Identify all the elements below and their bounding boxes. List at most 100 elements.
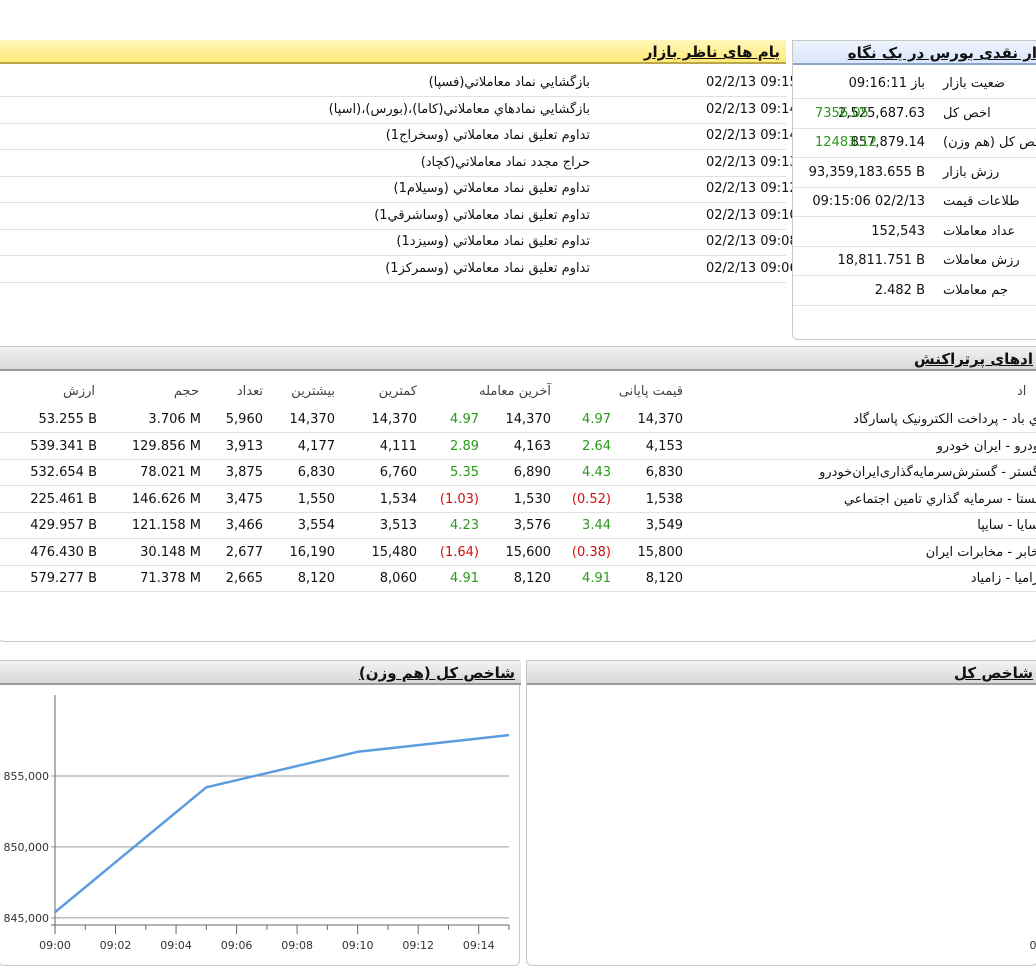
- market-glance-value: 18,811.751 B: [837, 253, 925, 268]
- top-symbol-name[interactable]: ودرو - ایران خودرو: [936, 438, 1036, 454]
- market-glance-value: 152,543: [871, 223, 925, 239]
- market-glance-panel: ار نقدی بورس در یک نگاه ضعیت بازار باز 09…: [792, 40, 1036, 340]
- row-divider: [0, 149, 786, 150]
- total-index-chart-title: شاخص کل: [954, 664, 1033, 682]
- top-symbol-row[interactable]: 539.341 B 129.856 M 3,913 4,177 4,111 2.89 4,1…: [0, 434, 1036, 460]
- top-symbol-last-change: (1.03): [439, 491, 479, 507]
- top-symbol-min: 8,060: [379, 571, 417, 586]
- market-glance-value: 857,879.14: [850, 135, 925, 150]
- top-symbol-max: 14,370: [289, 412, 336, 427]
- market-message-text: تداوم تعليق نماد معاملاتي (وسيزد1): [396, 234, 590, 249]
- chart-x-tick-label: 09:14: [463, 939, 495, 952]
- market-message-row[interactable]: تداوم تعليق نماد معاملاتي (وسمركز1) 02/2/…: [0, 256, 798, 282]
- top-symbol-close-change: 4.91: [582, 571, 611, 586]
- top-symbol-close: 15,800: [637, 544, 684, 560]
- top-symbol-name[interactable]: سایا - سایپا: [977, 518, 1036, 533]
- top-symbol-value: 53.255 B: [38, 412, 97, 427]
- top-symbol-name[interactable]: ي باد - پرداخت الکترونیک پاسارگاد: [853, 412, 1036, 427]
- top-symbol-row[interactable]: 532.654 B 78.021 M 3,875 6,830 6,760 5.35 6,89…: [0, 460, 1036, 486]
- market-message-row[interactable]: بازگشايي نمادهاي معاملاتي(كاما)،(بورس)،(…: [0, 97, 798, 123]
- top-symbol-close: 4,153: [645, 438, 683, 454]
- total-index-chart-header: شاخص کل: [527, 661, 1036, 685]
- market-message-time: 02/2/13 09:15: [706, 75, 798, 90]
- market-message-text: تداوم تعليق نماد معاملاتي (وساشرقي1): [374, 207, 590, 223]
- market-message-time: 02/2/13 09:14: [706, 101, 798, 117]
- top-symbol-last-change: 5.35: [450, 465, 479, 480]
- market-message-row[interactable]: حراج مجدد نماد معاملاتي(كچاد) 02/2/13 09:…: [0, 150, 798, 176]
- market-glance-value: 2,525,687.63: [838, 105, 925, 121]
- row-divider: [793, 98, 1036, 99]
- row-divider: [0, 96, 786, 97]
- top-symbol-row[interactable]: 579.277 B 71.378 M 2,665 8,120 8,060 4.91 8,12…: [0, 566, 1036, 592]
- col-header-count: تعداد: [236, 384, 263, 399]
- market-glance-label: جم معاملات: [943, 282, 1008, 298]
- market-message-time: 02/2/13 09:08: [706, 234, 798, 249]
- top-symbols-header: ادهای پرتراکنش: [0, 347, 1036, 371]
- top-symbol-name[interactable]: زامیا - زامیاد: [970, 571, 1036, 586]
- market-glance-row: رزش معاملات 18,811.751 B: [793, 248, 1036, 274]
- top-symbol-name[interactable]: گستر - گسترش‌سرمایه‌گذاری‌ایران‌خودرو: [819, 465, 1036, 480]
- market-message-row[interactable]: تداوم تعليق نماد معاملاتي (وسيلام1) 02/2/…: [0, 176, 798, 202]
- top-symbol-close-change: (0.38): [571, 544, 611, 560]
- chart-x-tick-label: 09:14: [1030, 939, 1036, 952]
- top-symbol-close: 3,549: [645, 518, 683, 533]
- market-message-text: بازگشایي نماد معاملاتي(فسپا): [428, 75, 590, 90]
- market-glance-value: 93,359,183.655 B: [808, 164, 925, 180]
- chart-x-tick-label: 09:02: [100, 939, 132, 952]
- market-message-row[interactable]: تداوم تعليق نماد معاملاتي (وسخراج1) 02/2/…: [0, 123, 798, 149]
- market-messages-title: یام های ناظر بازار: [643, 43, 780, 61]
- top-symbol-close-change: 4.97: [582, 412, 611, 427]
- top-symbol-row[interactable]: 476.430 B 30.148 M 2,677 16,190 15,480 (1.64)…: [0, 540, 1036, 566]
- top-symbol-volume: 121.158 M: [131, 518, 201, 533]
- top-symbol-value: 532.654 B: [30, 465, 97, 480]
- market-glance-change: 12483.12: [815, 135, 878, 150]
- market-messages-panel: یام های ناظر بازار بازگشایي نماد معاملات…: [0, 40, 798, 322]
- col-header-last: آخرین معامله: [479, 384, 551, 399]
- market-message-row[interactable]: بازگشایي نماد معاملاتي(فسپا) 02/2/13 09:1…: [0, 70, 798, 96]
- row-divider: [793, 127, 1036, 129]
- equal-weight-index-chart-title: شاخص کل (هم وزن): [358, 664, 515, 682]
- row-divider: [0, 591, 1036, 592]
- row-divider: [0, 175, 786, 177]
- top-symbol-name[interactable]: خابر - مخابرات ایران: [925, 544, 1036, 560]
- row-divider: [793, 304, 1036, 306]
- top-symbols-header-row: ارزش حجم تعداد بیشترین کمترین آخرین معام…: [0, 379, 1036, 405]
- row-divider: [793, 216, 1036, 217]
- top-symbol-name[interactable]: يستا - سرمايه گذاري تامين اجتماعي: [843, 491, 1036, 507]
- top-symbol-row[interactable]: 225.461 B 146.626 M 3,475 1,550 1,534 (1.03) 1…: [0, 487, 1036, 513]
- row-divider: [0, 122, 786, 124]
- top-symbol-last: 3,576: [513, 518, 551, 533]
- market-message-row[interactable]: تداوم تعليق نماد معاملاتي (وسيزد1) 02/2/1…: [0, 229, 797, 255]
- col-header-volume: حجم: [173, 384, 199, 399]
- col-header-min: کمترین: [378, 384, 417, 399]
- market-glance-change: 7356.05: [815, 105, 869, 121]
- top-symbol-row[interactable]: 53.255 B 3.706 M 5,960 14,370 14,370 4.97 14,3…: [0, 407, 1036, 433]
- market-glance-header: ار نقدی بورس در یک نگاه: [793, 41, 1036, 65]
- row-divider: [793, 186, 1036, 188]
- top-symbol-close: 1,538: [645, 491, 683, 507]
- total-index-chart-panel: شاخص کل 2.518 M2.52 M2.522 M2.524 M2.526…: [526, 660, 1036, 966]
- market-glance-label: ضعیت بازار: [943, 76, 1005, 91]
- top-symbol-last: 14,370: [505, 412, 552, 427]
- market-glance-title: ار نقدی بورس در یک نگاه: [847, 44, 1036, 62]
- equal-weight-index-chart: 845,000 850,000 855,000 09:00 09:02 09:04 09:0…: [4, 695, 510, 952]
- top-symbol-last: 4,163: [513, 438, 551, 454]
- market-glance-row: ضعیت بازار باز 09:16:11: [793, 71, 1036, 97]
- market-glance-value: باز 09:16:11: [848, 76, 925, 91]
- top-symbol-min: 3,513: [379, 518, 417, 533]
- top-symbol-close: 8,120: [645, 571, 683, 586]
- chart-y-tick-label: 845,000: [4, 912, 50, 925]
- top-symbol-max: 1,550: [297, 491, 335, 507]
- market-glance-label: عداد معاملات: [943, 223, 1016, 239]
- top-symbol-max: 4,177: [297, 438, 335, 454]
- market-message-time: 02/2/13 09:10: [706, 207, 798, 223]
- chart-x-tick-label: 09:12: [402, 939, 434, 952]
- market-glance-value: 2.482 B: [874, 282, 925, 298]
- row-divider: [0, 564, 1036, 566]
- market-glance-row: طلاعات قیمت 09:15:06 02/2/13: [793, 189, 1036, 215]
- top-symbol-value: 429.957 B: [30, 518, 97, 533]
- market-message-row[interactable]: تداوم تعليق نماد معاملاتي (وساشرقي1) 02/2…: [0, 203, 798, 229]
- row-divider: [793, 275, 1036, 276]
- top-symbol-row[interactable]: 429.957 B 121.158 M 3,466 3,554 3,513 4.23 3,5…: [0, 513, 1036, 539]
- top-symbol-value: 225.461 B: [30, 491, 97, 507]
